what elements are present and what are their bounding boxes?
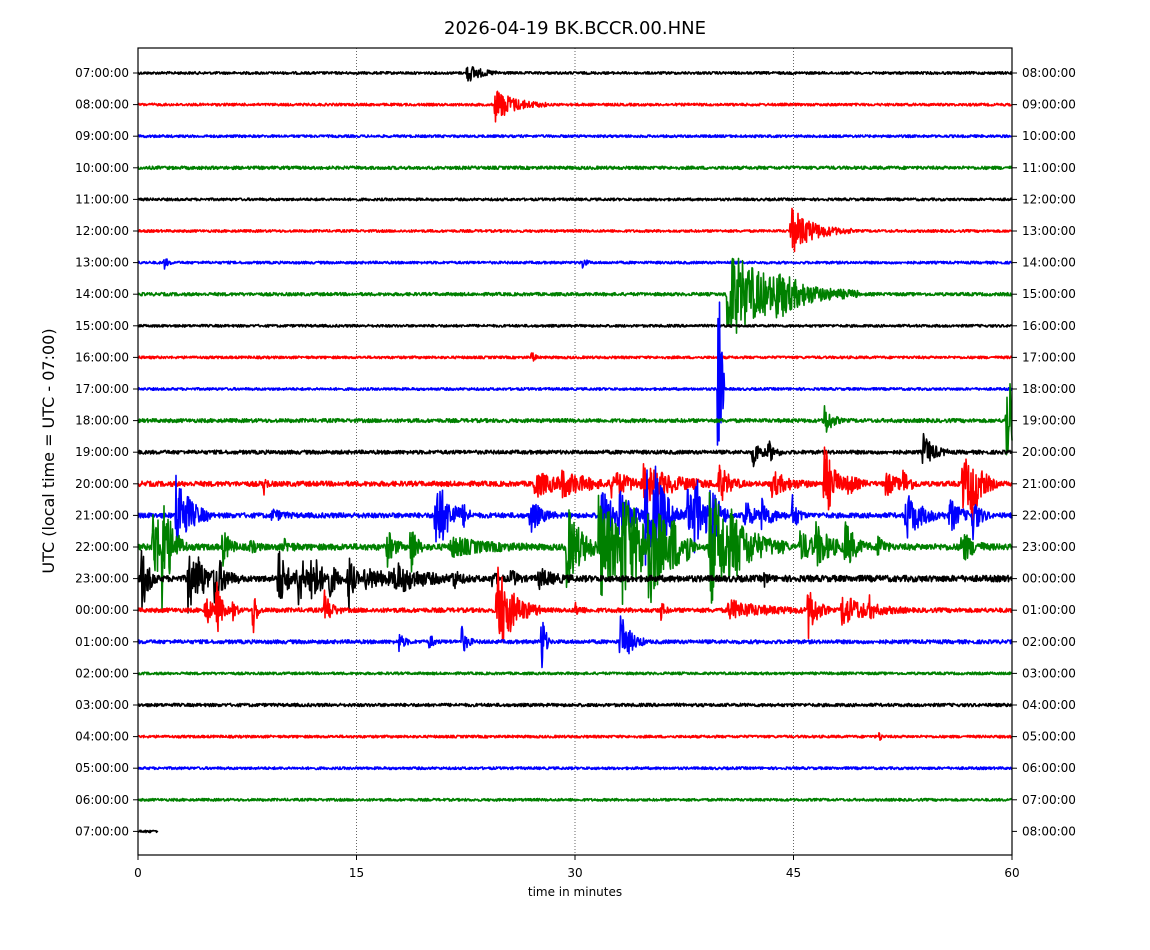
left-tick-label-9: 16:00:00 [75,350,129,364]
right-tick-label-14: 22:00:00 [1022,508,1076,522]
left-tick-label-1: 08:00:00 [75,98,129,112]
right-tick-label-7: 15:00:00 [1022,287,1076,301]
grid-lines [356,48,794,855]
left-tick-label-15: 22:00:00 [75,540,129,554]
trace-8 [137,323,1013,328]
right-tick-label-6: 14:00:00 [1022,256,1076,270]
right-tick-label-22: 06:00:00 [1022,761,1076,775]
trace-18 [137,615,1013,669]
left-tick-label-11: 18:00:00 [75,414,129,428]
right-tick-label-13: 21:00:00 [1022,477,1076,491]
trace-12 [137,432,1013,468]
right-tick-label-10: 18:00:00 [1022,382,1076,396]
x-axis: 0 15 30 45 60 [134,855,1020,880]
trace-0 [137,66,1013,82]
trace-22 [137,766,1013,771]
right-tick-label-9: 17:00:00 [1022,350,1076,364]
trace-10 [137,301,1013,446]
left-tick-label-10: 17:00:00 [75,382,129,396]
right-axis: 08:00:00 09:00:00 10:00:00 11:00:00 12:00:00… [1012,66,1076,838]
right-tick-label-12: 20:00:00 [1022,445,1076,459]
right-tick-label-17: 01:00:00 [1022,603,1076,617]
right-tick-label-11: 19:00:00 [1022,414,1076,428]
left-tick-label-5: 12:00:00 [75,224,129,238]
left-tick-label-18: 01:00:00 [75,635,129,649]
trace-21 [137,732,1013,741]
trace-14 [137,465,1013,566]
x-tick-label-0: 0 [134,866,142,880]
trace-15 [137,491,1013,611]
right-tick-label-23: 07:00:00 [1022,793,1076,807]
trace-17 [137,566,1013,643]
trace-20 [137,702,1013,708]
x-tick-label-1: 15 [349,866,364,880]
right-tick-label-18: 02:00:00 [1022,635,1076,649]
right-tick-label-0: 08:00:00 [1022,66,1076,80]
left-tick-label-19: 02:00:00 [75,666,129,680]
right-tick-label-5: 13:00:00 [1022,224,1076,238]
chart-title: 2026-04-19 BK.BCCR.00.HNE [444,18,706,39]
x-tick-label-2: 30 [567,866,582,880]
right-tick-label-2: 10:00:00 [1022,129,1076,143]
right-tick-label-15: 23:00:00 [1022,540,1076,554]
left-tick-label-16: 23:00:00 [75,572,129,586]
right-tick-label-21: 05:00:00 [1022,730,1076,744]
left-tick-label-21: 04:00:00 [75,730,129,744]
x-axis-label: time in minutes [528,885,622,899]
trace-23 [137,797,1013,802]
left-tick-label-4: 11:00:00 [75,192,129,206]
left-tick-label-17: 00:00:00 [75,603,129,617]
right-tick-label-20: 04:00:00 [1022,698,1076,712]
left-tick-label-12: 19:00:00 [75,445,129,459]
right-tick-label-1: 09:00:00 [1022,98,1076,112]
trace-7 [137,257,1013,334]
trace-9 [137,352,1013,362]
left-tick-label-8: 15:00:00 [75,319,129,333]
right-tick-label-16: 00:00:00 [1022,572,1076,586]
trace-11 [137,382,1013,456]
trace-1 [137,90,1013,123]
right-tick-label-3: 11:00:00 [1022,161,1076,175]
right-tick-label-19: 03:00:00 [1022,666,1076,680]
trace-6 [137,258,1013,270]
left-tick-label-24: 07:00:00 [75,824,129,838]
trace-24 [137,829,159,834]
right-tick-label-4: 12:00:00 [1022,192,1076,206]
left-tick-label-3: 10:00:00 [75,161,129,175]
left-tick-label-22: 05:00:00 [75,761,129,775]
trace-2 [137,134,1013,139]
trace-13 [137,446,1013,521]
left-tick-label-0: 07:00:00 [75,66,129,80]
y-axis-label: UTC (local time = UTC - 07:00) [39,328,58,573]
left-tick-label-20: 03:00:00 [75,698,129,712]
x-tick-label-4: 60 [1004,866,1019,880]
left-tick-label-13: 20:00:00 [75,477,129,491]
trace-19 [137,671,1013,676]
left-tick-label-6: 13:00:00 [75,256,129,270]
right-tick-label-8: 16:00:00 [1022,319,1076,333]
trace-4 [137,197,1013,202]
left-tick-label-7: 14:00:00 [75,287,129,301]
right-tick-label-24: 08:00:00 [1022,824,1076,838]
trace-5 [137,207,1013,253]
x-tick-label-3: 45 [786,866,801,880]
left-axis: 07:00:00 08:00:00 09:00:00 10:00:00 11:00:00… [75,66,138,838]
trace-3 [137,165,1013,171]
left-tick-label-14: 21:00:00 [75,508,129,522]
left-tick-label-23: 06:00:00 [75,793,129,807]
trace-16 [137,549,1013,614]
seismogram-traces [137,66,1013,834]
left-tick-label-2: 09:00:00 [75,129,129,143]
